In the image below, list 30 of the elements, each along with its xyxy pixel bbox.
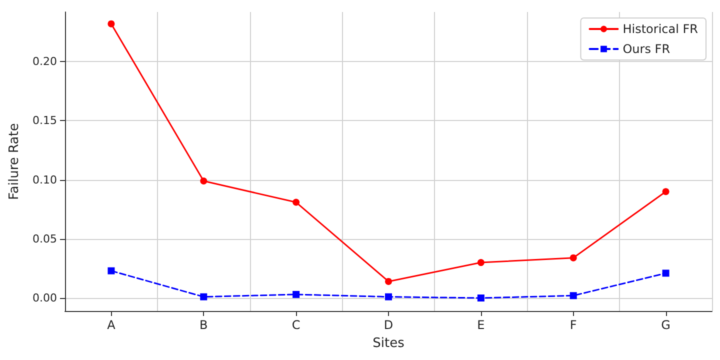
point	[200, 293, 208, 300]
point	[292, 198, 300, 206]
x-tick-label: E	[477, 318, 485, 332]
y-tick-label: 0.10	[32, 173, 57, 186]
point	[477, 259, 484, 266]
point	[662, 270, 670, 277]
x-tick-label: D	[384, 318, 394, 332]
point	[385, 293, 392, 300]
y-axis-title: Failure Rate	[7, 123, 22, 200]
point	[108, 267, 115, 274]
point	[570, 254, 577, 262]
point	[662, 188, 670, 196]
legend-label: Ours FR	[622, 42, 670, 56]
x-tick-label: G	[661, 318, 670, 332]
point	[200, 178, 208, 184]
point	[292, 290, 300, 298]
x-axis-title: Sites	[372, 336, 405, 351]
legend-label: Historical FR	[622, 22, 698, 36]
x-tick-label: C	[292, 318, 300, 332]
y-tick-label: 0.00	[32, 292, 57, 304]
point	[385, 278, 392, 285]
point	[570, 292, 577, 300]
point	[108, 20, 115, 28]
x-tick-label: B	[200, 318, 208, 332]
y-tick-label: 0.20	[32, 55, 57, 68]
y-tick-label: 0.05	[32, 232, 57, 246]
point	[477, 294, 484, 302]
x-tick-label: A	[107, 318, 116, 332]
x-tick-label: F	[570, 318, 577, 332]
y-tick-label: 0.15	[32, 114, 57, 128]
